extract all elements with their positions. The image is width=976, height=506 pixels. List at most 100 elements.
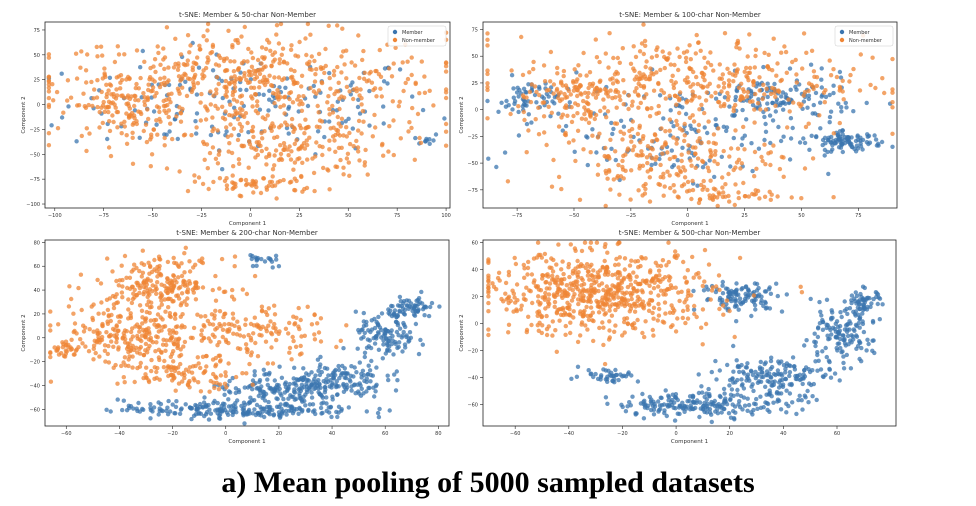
data-point xyxy=(663,96,668,101)
data-point xyxy=(312,312,317,317)
data-point xyxy=(763,360,768,365)
data-point xyxy=(305,21,311,27)
data-point xyxy=(622,330,627,335)
data-point xyxy=(372,394,377,399)
data-point xyxy=(397,99,402,105)
data-point xyxy=(297,156,302,161)
data-point xyxy=(433,132,439,137)
x-tick-label: 25 xyxy=(296,213,302,219)
data-point xyxy=(656,399,661,404)
data-point xyxy=(662,184,667,189)
data-point xyxy=(279,52,284,57)
data-point xyxy=(154,118,159,123)
data-point xyxy=(208,102,213,107)
data-point xyxy=(714,284,719,289)
data-point xyxy=(702,394,707,400)
data-point xyxy=(794,376,800,382)
data-point xyxy=(285,147,290,152)
data-point xyxy=(727,104,732,109)
data-point xyxy=(646,308,652,313)
data-point xyxy=(556,91,561,97)
data-point xyxy=(179,325,184,330)
data-point xyxy=(588,240,594,245)
data-point xyxy=(213,62,219,67)
data-point xyxy=(195,355,200,360)
data-point xyxy=(167,96,172,102)
data-point xyxy=(308,85,313,91)
data-point xyxy=(333,149,338,154)
data-point xyxy=(763,162,768,167)
data-point xyxy=(254,147,259,152)
data-point xyxy=(508,111,513,117)
data-point xyxy=(803,124,809,130)
data-point xyxy=(805,105,810,110)
data-point xyxy=(309,390,314,395)
data-point xyxy=(296,94,302,99)
data-point xyxy=(485,71,490,77)
data-point xyxy=(715,411,721,416)
data-point xyxy=(174,280,179,285)
data-point xyxy=(124,111,129,116)
data-point xyxy=(115,44,121,49)
data-point xyxy=(216,353,221,358)
data-point xyxy=(681,406,686,411)
data-point xyxy=(695,398,700,403)
data-point xyxy=(533,117,538,122)
data-point xyxy=(322,390,328,395)
data-point xyxy=(150,340,156,345)
data-point xyxy=(700,74,706,80)
data-point xyxy=(233,390,238,396)
data-point xyxy=(846,135,851,140)
data-point xyxy=(526,82,531,87)
data-point xyxy=(530,300,535,306)
data-point xyxy=(721,386,727,392)
data-point xyxy=(230,375,235,381)
data-point xyxy=(704,391,709,396)
data-point xyxy=(191,413,197,418)
data-point xyxy=(875,301,880,307)
data-point xyxy=(713,117,718,122)
data-point xyxy=(802,343,807,348)
data-point xyxy=(48,309,53,314)
data-point xyxy=(344,84,350,90)
data-point xyxy=(601,342,606,348)
data-point xyxy=(736,195,741,201)
data-point xyxy=(575,93,580,99)
data-point xyxy=(393,388,399,393)
data-point xyxy=(241,143,247,149)
data-point xyxy=(220,167,225,172)
data-point xyxy=(122,355,128,360)
data-point xyxy=(110,326,116,332)
data-point xyxy=(257,379,262,385)
data-point xyxy=(266,399,271,405)
data-point xyxy=(374,94,379,99)
data-point xyxy=(407,120,412,125)
data-point xyxy=(366,78,371,83)
data-point xyxy=(95,104,100,110)
y-tick-label: 60 xyxy=(34,264,40,270)
y-tick-label: 75 xyxy=(472,27,478,33)
data-point xyxy=(706,168,712,174)
data-point xyxy=(110,269,115,274)
data-point xyxy=(575,111,580,116)
data-point xyxy=(156,400,161,405)
data-point xyxy=(356,327,361,333)
data-point xyxy=(245,181,250,186)
data-point xyxy=(138,283,143,288)
data-point xyxy=(809,133,814,138)
data-point xyxy=(389,74,395,79)
data-point xyxy=(290,334,295,340)
data-point xyxy=(356,128,361,133)
data-point xyxy=(170,402,175,407)
data-point xyxy=(700,85,705,90)
data-point xyxy=(322,384,328,390)
data-point xyxy=(819,313,824,318)
data-point xyxy=(217,149,222,154)
data-point xyxy=(108,318,114,324)
data-point xyxy=(584,304,589,310)
data-point xyxy=(178,78,183,83)
data-point xyxy=(235,137,241,143)
data-point xyxy=(195,312,200,317)
data-point xyxy=(84,148,89,154)
data-point xyxy=(605,401,610,406)
